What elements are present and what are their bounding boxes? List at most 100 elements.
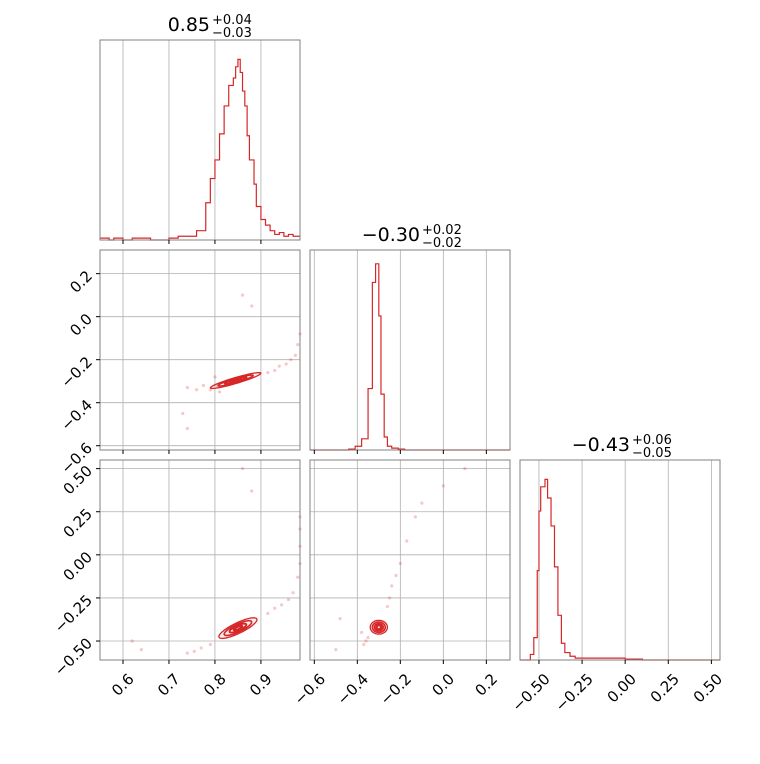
x-tick-label: −0.4	[334, 670, 372, 708]
contour-line	[218, 617, 258, 640]
contour-line	[375, 624, 383, 631]
panel-frame	[99, 39, 301, 241]
title-value: −0.43	[572, 434, 630, 456]
contour-line	[217, 374, 255, 387]
scatter-point	[334, 648, 338, 652]
contour-line	[371, 621, 387, 634]
y-tick-label: −0.50	[51, 634, 96, 679]
scatter-point	[266, 370, 270, 375]
scatter-point	[201, 383, 206, 388]
scatter-point	[385, 604, 390, 609]
scatter-point	[181, 411, 185, 416]
scatter-point	[217, 390, 222, 394]
title-plus-error: +0.06	[632, 433, 672, 448]
histogram-step	[520, 478, 720, 661]
x-tick-label: 0.2	[471, 670, 501, 700]
x-tick-label: −0.6	[291, 670, 329, 708]
scatter-point	[185, 386, 189, 390]
scatter-point	[139, 648, 143, 652]
y-tick-label: −0.2	[58, 353, 96, 391]
x-tick-label: −0.25	[552, 670, 597, 715]
scatter-point	[194, 388, 199, 392]
scatter-point	[199, 646, 203, 650]
contour-line	[232, 624, 244, 632]
scatter-point	[398, 561, 402, 566]
scatter-point	[240, 467, 245, 471]
scatter-point	[240, 293, 245, 297]
contour-line	[369, 619, 389, 635]
scatter-point	[213, 375, 217, 379]
scatter-point	[289, 358, 293, 362]
scatter-point	[394, 573, 398, 578]
panel-frame	[99, 459, 301, 661]
scatter-point	[291, 591, 295, 595]
scatter-points	[334, 467, 467, 652]
scatter-point	[250, 304, 254, 308]
title-minus-error: −0.05	[632, 446, 672, 461]
scatter-point	[390, 584, 394, 588]
title-minus-error: −0.03	[212, 26, 252, 41]
x-tick-label: 0.0	[428, 670, 458, 700]
scatter-point	[273, 368, 277, 373]
x-tick-label: 0.50	[690, 670, 726, 706]
histogram-step	[310, 263, 510, 451]
x-tick-label: 0.7	[154, 670, 184, 700]
title-value: −0.30	[362, 224, 420, 246]
scatter-point	[293, 353, 298, 357]
panel-grid	[100, 250, 300, 450]
title-value: 0.85	[168, 14, 210, 36]
scatter-point	[420, 501, 424, 505]
scatter-point	[441, 484, 445, 488]
scatter-point	[250, 489, 254, 493]
x-tick-label: 0.00	[604, 670, 640, 706]
title-minus-error: −0.02	[422, 236, 462, 251]
x-tick-label: 0.8	[200, 670, 230, 700]
scatter-point	[360, 630, 364, 635]
scatter-point	[387, 596, 392, 600]
panel-frame	[309, 459, 511, 661]
contour-line	[373, 622, 385, 632]
scatter-point	[130, 639, 134, 643]
y-tick-label: 0.00	[60, 548, 96, 584]
title-plus-error: +0.02	[422, 223, 462, 238]
panel-grid	[100, 460, 300, 660]
scatter-point	[185, 426, 189, 431]
panel-frame	[99, 249, 301, 451]
panel-grid	[538, 460, 712, 660]
histogram-step	[100, 58, 300, 241]
contour-line	[228, 622, 248, 634]
y-tick-label: −0.25	[51, 591, 96, 636]
histogram-title: −0.30 +0.02−0.02	[362, 223, 462, 251]
y-tick-label: 0.0	[66, 310, 96, 340]
scatter-point	[286, 598, 291, 602]
panel-frame	[519, 459, 721, 661]
scatter-point	[208, 642, 212, 647]
panel-grid	[310, 460, 510, 660]
scatter-point	[284, 362, 288, 366]
scatter-point	[338, 617, 342, 621]
scatter-point	[366, 635, 370, 640]
scatter-point	[266, 611, 270, 616]
scatter-points	[181, 293, 302, 431]
x-tick-label: 0.6	[108, 670, 138, 700]
histogram-title: 0.85 +0.04−0.03	[168, 13, 252, 41]
scatter-point	[280, 603, 284, 607]
contour-line	[223, 619, 253, 637]
scatter-point	[405, 539, 409, 543]
panel-grid	[313, 250, 487, 450]
x-tick-label: −0.2	[377, 670, 415, 708]
scatter-point	[192, 649, 196, 653]
histogram-title: −0.43 +0.06−0.05	[572, 433, 672, 461]
scatter-point	[185, 651, 189, 655]
scatter-points	[130, 467, 302, 655]
x-tick-label: 0.9	[246, 670, 276, 700]
scatter-point	[413, 515, 417, 519]
y-tick-label: −0.4	[58, 396, 96, 434]
scatter-point	[364, 639, 368, 643]
x-tick-label: −0.50	[508, 670, 553, 715]
y-tick-label: 0.2	[66, 267, 96, 297]
y-tick-label: 0.25	[60, 505, 96, 541]
x-tick-label: 0.25	[647, 670, 683, 706]
